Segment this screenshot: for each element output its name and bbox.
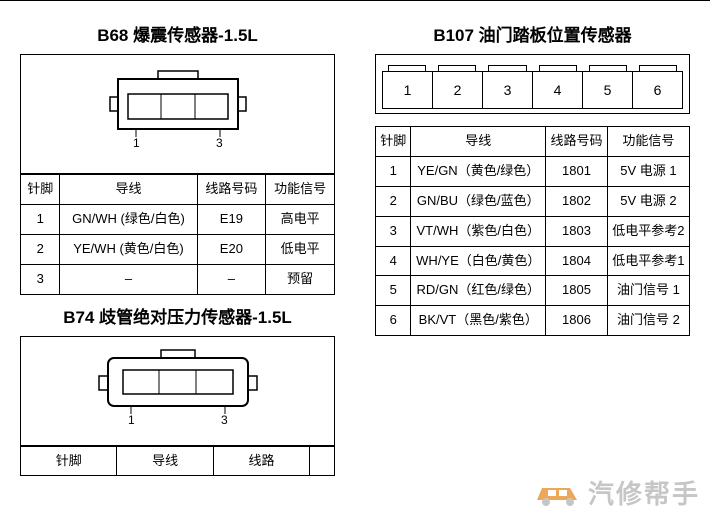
watermark-text: 汽修帮手 — [588, 474, 700, 511]
b68-h1: 导线 — [60, 175, 197, 205]
b68-title: B68 爆震传感器-1.5L — [20, 21, 335, 46]
b107-cell-4: 4 — [533, 72, 583, 108]
b74-table-partial: 针脚 导线 线路 — [20, 446, 335, 477]
table-row: 4WH/YE（白色/黄色）1804低电平参考1 — [376, 246, 690, 276]
table-row: 3 – – 预留 — [21, 264, 335, 294]
b107-cell-2: 2 — [433, 72, 483, 108]
svg-text:3: 3 — [216, 136, 223, 150]
b107-title: B107 油门踏板位置传感器 — [375, 21, 690, 46]
watermark: 汽修帮手 — [532, 474, 700, 511]
b68-h2: 线路号码 — [197, 175, 266, 205]
table-row: 3VT/WH（紫色/白色）1803低电平参考2 — [376, 216, 690, 246]
table-row: 2 YE/WH (黄色/白色) E20 低电平 — [21, 234, 335, 264]
car-icon — [532, 478, 582, 508]
svg-text:3: 3 — [221, 413, 228, 427]
table-row: 6BK/VT（黑色/紫色）1806油门信号 2 — [376, 306, 690, 336]
b68-table: 针脚 导线 线路号码 功能信号 1 GN/WH (绿色/白色) E19 高电平 … — [20, 174, 335, 295]
b68-connector-diagram: 1 3 — [20, 54, 335, 174]
b68-h3: 功能信号 — [266, 175, 335, 205]
b107-cell-3: 3 — [483, 72, 533, 108]
right-column: B107 油门踏板位置传感器 1 2 3 4 5 6 针脚 导线 线路号码 功能… — [375, 13, 690, 446]
table-row: 1YE/GN（黄色/绿色）18015V 电源 1 — [376, 156, 690, 186]
left-column: B68 爆震传感器-1.5L 1 3 针脚 导线 — [20, 13, 335, 446]
b107-cell-1: 1 — [383, 72, 433, 108]
b107-cell-5: 5 — [583, 72, 633, 108]
svg-text:1: 1 — [128, 413, 135, 427]
table-row: 5RD/GN（红色/绿色）1805油门信号 1 — [376, 276, 690, 306]
svg-text:1: 1 — [133, 136, 140, 150]
b107-connector-diagram: 1 2 3 4 5 6 — [375, 54, 690, 114]
b74-connector-diagram: 1 3 — [20, 336, 335, 446]
b68-h0: 针脚 — [21, 175, 60, 205]
b107-table: 针脚 导线 线路号码 功能信号 1YE/GN（黄色/绿色）18015V 电源 1… — [375, 126, 690, 336]
table-row: 2GN/BU（绿色/蓝色）18025V 电源 2 — [376, 186, 690, 216]
table-row: 1 GN/WH (绿色/白色) E19 高电平 — [21, 204, 335, 234]
b107-cell-6: 6 — [633, 72, 682, 108]
b74-title: B74 歧管绝对压力传感器-1.5L — [20, 303, 335, 328]
